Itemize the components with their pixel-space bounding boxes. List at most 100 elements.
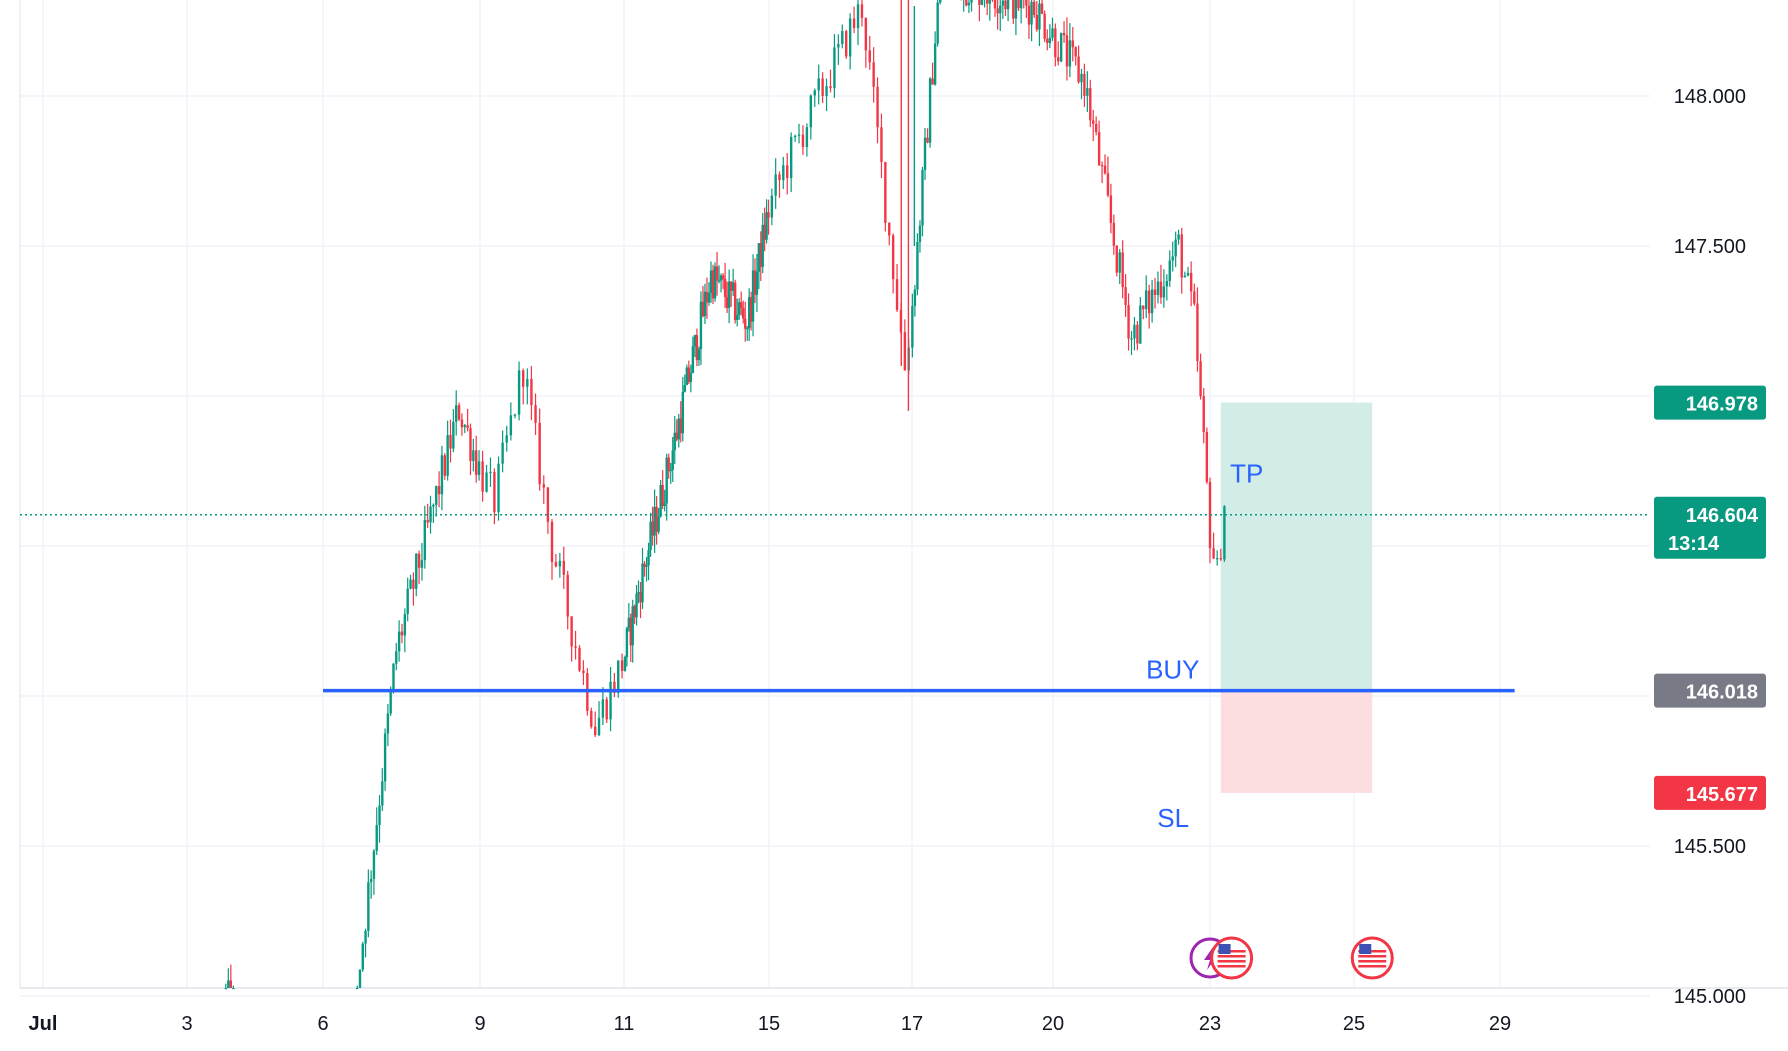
candle-body	[513, 414, 517, 416]
candle-body	[809, 95, 813, 128]
candle-body	[669, 470, 672, 472]
candle-body	[1035, 14, 1039, 30]
candle-body	[923, 137, 927, 170]
candle-body	[729, 281, 733, 291]
candle-body	[1014, 0, 1018, 19]
candle-body	[497, 463, 500, 513]
candle-body	[420, 560, 424, 568]
candle-body	[400, 631, 404, 636]
candle-body	[936, 2, 939, 44]
price-axis-tick-label: 148.000	[1674, 86, 1746, 108]
candle-body	[609, 681, 612, 720]
candle-body	[988, 0, 992, 4]
time-axis-tick-label: 6	[317, 1013, 328, 1035]
candle-body	[1071, 40, 1074, 48]
candle-body	[613, 681, 616, 693]
candle-body	[1189, 272, 1193, 292]
candles	[224, 0, 1226, 990]
candle-body	[872, 62, 875, 87]
candle-body	[460, 419, 464, 428]
candle-body	[578, 647, 581, 671]
candle-body	[645, 565, 648, 567]
candle-body	[665, 457, 668, 504]
candle-body	[227, 980, 230, 988]
candle-body	[647, 549, 650, 566]
candle-body	[1156, 281, 1160, 296]
current-price-countdown: 13:14	[1668, 533, 1720, 555]
candle-body	[1103, 165, 1107, 174]
candle-body	[903, 332, 907, 371]
candle-body	[489, 471, 492, 474]
us-flag-event-icon	[1210, 936, 1254, 980]
current-price-value: 146.604	[1686, 505, 1759, 527]
candle-body	[699, 301, 703, 350]
candle-body	[474, 450, 478, 475]
candle-body	[1174, 239, 1177, 257]
candle-body	[649, 521, 652, 550]
candle-body	[562, 560, 565, 575]
candle-body	[928, 78, 932, 143]
price-axis-tick-label: 145.500	[1674, 836, 1746, 858]
candle-body	[786, 165, 789, 179]
candle-body	[693, 335, 697, 347]
candle-body	[1030, 1, 1033, 25]
candle-body	[1121, 252, 1124, 288]
candle-body	[671, 450, 674, 471]
candle-body	[386, 713, 390, 734]
time-axis-tick-label: 3	[181, 1013, 192, 1035]
candle-body	[845, 31, 848, 57]
candle-body	[1033, 1, 1036, 15]
candle-body	[361, 943, 364, 970]
candle-body	[996, 8, 999, 14]
candle-body	[683, 385, 687, 392]
candle-body	[705, 291, 709, 303]
candle-body	[530, 378, 533, 406]
event-icons	[1189, 936, 1394, 980]
candle-body	[635, 593, 638, 618]
candle-body	[980, 0, 984, 5]
sl-annotation: SL	[1157, 803, 1189, 833]
candle-body	[1124, 287, 1127, 306]
candle-body	[437, 486, 441, 495]
candle-body	[631, 606, 634, 646]
candle-body	[801, 134, 805, 148]
us-flag-event-icon	[1350, 936, 1394, 980]
candle-body	[833, 47, 836, 89]
candle-body	[817, 78, 820, 91]
candle-body	[639, 592, 642, 603]
candle-body	[695, 335, 699, 361]
candle-body	[637, 592, 640, 594]
candle-body	[1159, 281, 1163, 298]
candle-body	[751, 270, 755, 322]
stop-loss-price-value: 145.677	[1686, 784, 1758, 806]
candle-body	[443, 455, 446, 476]
candle-body	[825, 86, 828, 97]
candle-body	[550, 521, 554, 562]
flag-stripe	[1217, 955, 1246, 958]
candle-body	[1193, 291, 1196, 304]
candle-body	[463, 425, 466, 428]
price-axis-tick-label: 147.500	[1674, 236, 1746, 258]
candle-body	[389, 691, 392, 714]
candle-body	[446, 435, 449, 476]
candle-body	[449, 435, 452, 449]
candle-body	[1038, 3, 1041, 30]
candle-body	[891, 235, 895, 280]
candle-body	[372, 850, 376, 879]
candle-body	[542, 484, 545, 488]
candle-body	[1097, 132, 1101, 166]
candle-body	[538, 422, 541, 485]
candle-body	[679, 418, 682, 434]
candle-body	[895, 279, 899, 310]
candle-body	[1059, 32, 1063, 62]
candle-body	[967, 2, 971, 6]
candle-body	[707, 293, 711, 303]
candle-body	[417, 553, 421, 568]
candle-body	[774, 174, 777, 196]
candle-body	[381, 781, 384, 806]
candle-body	[837, 44, 840, 48]
candle-body	[534, 405, 537, 423]
candle-body	[687, 367, 691, 383]
candle-body	[526, 378, 529, 387]
